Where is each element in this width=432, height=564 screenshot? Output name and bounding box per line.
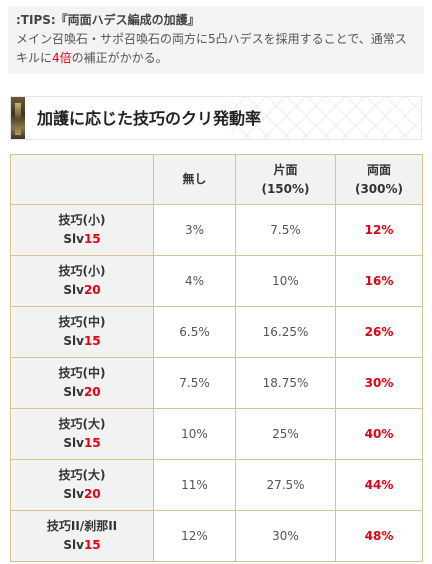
tips-body-prefix: メイン召喚石・サポ召喚石の両方に5凸ハデスを採用することで、通常スキルに	[16, 32, 407, 65]
value-none: 3%	[153, 204, 236, 256]
table-row: 技巧(大) Slv15 10% 25% 40%	[10, 408, 423, 460]
table-row: 技巧(大) Slv20 11% 27.5% 44%	[10, 459, 423, 511]
tips-title: :TIPS:『両面ハデス編成の加護』	[16, 13, 200, 27]
skill-name: 技巧II/刹那II	[46, 519, 118, 533]
value-none: 11%	[153, 459, 236, 511]
skill-cell: 技巧II/刹那II Slv15	[10, 510, 154, 562]
tips-body: メイン召喚石・サポ召喚石の両方に5凸ハデスを採用することで、通常スキルに4倍の補…	[16, 30, 416, 68]
value-one-side: 25%	[235, 408, 336, 460]
heading-pattern	[231, 97, 421, 139]
skill-level: Slv15	[63, 436, 101, 450]
value-none: 4%	[153, 255, 236, 307]
header-both-sides: 両面 (300%)	[335, 154, 423, 205]
value-one-side: 18.75%	[235, 357, 336, 409]
crit-rate-table: 無し 片面 (150%) 両面 (300%) 技巧(小) Slv15 3% 7.5% 12%…	[10, 154, 423, 562]
tips-highlight: 4倍	[52, 51, 72, 65]
value-none: 10%	[153, 408, 236, 460]
skill-name: 技巧(大)	[58, 468, 106, 482]
table-row: 技巧(中) Slv20 7.5% 18.75% 30%	[10, 357, 423, 409]
header-corner	[10, 154, 154, 205]
value-one-side: 30%	[235, 510, 336, 562]
skill-cell: 技巧(大) Slv20	[10, 459, 154, 511]
skill-level: Slv15	[63, 538, 101, 552]
tips-box: :TIPS:『両面ハデス編成の加護』 メイン召喚石・サポ召喚石の両方に5凸ハデス…	[8, 6, 424, 74]
value-one-side: 27.5%	[235, 459, 336, 511]
skill-name: 技巧(中)	[58, 366, 106, 380]
table-header-row: 無し 片面 (150%) 両面 (300%)	[10, 154, 423, 205]
table-row: 技巧(中) Slv15 6.5% 16.25% 26%	[10, 306, 423, 358]
heading-ornament	[11, 97, 25, 139]
value-both-sides: 16%	[335, 255, 423, 307]
skill-level: Slv20	[63, 385, 101, 399]
skill-level: Slv20	[63, 487, 101, 501]
skill-cell: 技巧(小) Slv15	[10, 204, 154, 256]
value-both-sides: 26%	[335, 306, 423, 358]
value-both-sides: 40%	[335, 408, 423, 460]
skill-name: 技巧(中)	[58, 315, 106, 329]
value-none: 6.5%	[153, 306, 236, 358]
section-heading: 加護に応じた技巧のクリ発動率	[10, 96, 422, 140]
skill-level: Slv20	[63, 283, 101, 297]
value-none: 12%	[153, 510, 236, 562]
skill-cell: 技巧(中) Slv20	[10, 357, 154, 409]
skill-name: 技巧(小)	[58, 264, 106, 278]
skill-level: Slv15	[63, 334, 101, 348]
skill-cell: 技巧(中) Slv15	[10, 306, 154, 358]
skill-cell: 技巧(小) Slv20	[10, 255, 154, 307]
value-both-sides: 48%	[335, 510, 423, 562]
skill-cell: 技巧(大) Slv15	[10, 408, 154, 460]
skill-level: Slv15	[63, 232, 101, 246]
table-row: 技巧(小) Slv15 3% 7.5% 12%	[10, 204, 423, 256]
value-both-sides: 44%	[335, 459, 423, 511]
header-one-side: 片面 (150%)	[235, 154, 336, 205]
value-one-side: 10%	[235, 255, 336, 307]
value-none: 7.5%	[153, 357, 236, 409]
skill-name: 技巧(小)	[58, 213, 106, 227]
tips-body-suffix: の補正がかかる。	[71, 51, 168, 65]
skill-name: 技巧(大)	[58, 417, 106, 431]
value-one-side: 7.5%	[235, 204, 336, 256]
value-both-sides: 30%	[335, 357, 423, 409]
value-one-side: 16.25%	[235, 306, 336, 358]
header-none: 無し	[153, 154, 236, 205]
table-row: 技巧(小) Slv20 4% 10% 16%	[10, 255, 423, 307]
table-row: 技巧II/刹那II Slv15 12% 30% 48%	[10, 510, 423, 562]
value-both-sides: 12%	[335, 204, 423, 256]
section-heading-text: 加護に応じた技巧のクリ発動率	[37, 109, 262, 128]
